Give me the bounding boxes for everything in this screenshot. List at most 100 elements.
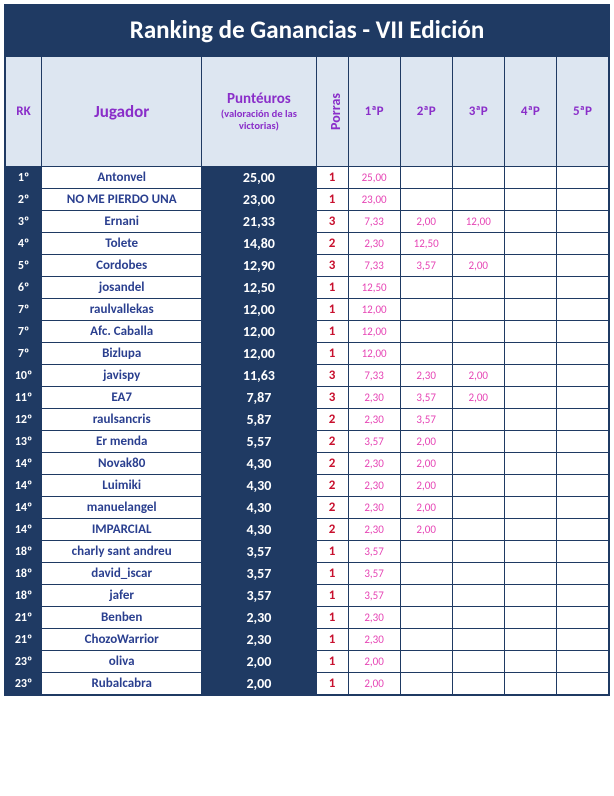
cell-porras: 1: [316, 585, 348, 607]
cell-player: javispy: [42, 365, 202, 387]
cell-points: 12,00: [202, 299, 316, 321]
cell-porras: 3: [316, 211, 348, 233]
ranking-table-wrapper: Ranking de Ganancias - VII Edición RK Ju…: [4, 4, 610, 696]
table-row: 7ºraulvallekas12,00112,00: [6, 299, 609, 321]
cell-p5: [556, 519, 608, 541]
header-p4: 4ªP: [504, 57, 556, 167]
cell-points: 5,87: [202, 409, 316, 431]
page-title: Ranking de Ganancias - VII Edición: [5, 5, 609, 56]
cell-p2: 2,00: [400, 211, 452, 233]
cell-p1: 3,57: [348, 431, 400, 453]
cell-porras: 1: [316, 607, 348, 629]
cell-p4: [504, 299, 556, 321]
cell-rk: 1º: [6, 167, 42, 189]
cell-p3: 12,00: [452, 211, 504, 233]
cell-p3: [452, 519, 504, 541]
cell-points: 25,00: [202, 167, 316, 189]
cell-rk: 23º: [6, 651, 42, 673]
cell-p4: [504, 387, 556, 409]
cell-player: Cordobes: [42, 255, 202, 277]
table-row: 14ºIMPARCIAL4,3022,302,00: [6, 519, 609, 541]
cell-player: Bizlupa: [42, 343, 202, 365]
cell-p2: 2,00: [400, 475, 452, 497]
cell-player: Novak80: [42, 453, 202, 475]
cell-p2: 3,57: [400, 409, 452, 431]
cell-p1: 7,33: [348, 365, 400, 387]
table-row: 23ºRubalcabra2,0012,00: [6, 673, 609, 695]
cell-p2: [400, 585, 452, 607]
cell-p3: [452, 409, 504, 431]
table-row: 13ºEr menda5,5723,572,00: [6, 431, 609, 453]
cell-points: 11,63: [202, 365, 316, 387]
cell-porras: 1: [316, 673, 348, 695]
cell-porras: 1: [316, 343, 348, 365]
cell-porras: 2: [316, 409, 348, 431]
cell-porras: 3: [316, 365, 348, 387]
table-row: 21ºBenben2,3012,30: [6, 607, 609, 629]
cell-player: Tolete: [42, 233, 202, 255]
cell-p4: [504, 497, 556, 519]
cell-p4: [504, 453, 556, 475]
cell-rk: 18º: [6, 541, 42, 563]
cell-p1: 7,33: [348, 211, 400, 233]
cell-p4: [504, 629, 556, 651]
cell-points: 3,57: [202, 585, 316, 607]
cell-p1: 2,30: [348, 519, 400, 541]
cell-rk: 7º: [6, 321, 42, 343]
cell-player: Afc. Caballa: [42, 321, 202, 343]
cell-p5: [556, 255, 608, 277]
cell-p2: 2,30: [400, 365, 452, 387]
cell-porras: 1: [316, 167, 348, 189]
cell-rk: 23º: [6, 673, 42, 695]
cell-p1: 7,33: [348, 255, 400, 277]
cell-points: 12,00: [202, 321, 316, 343]
cell-porras: 1: [316, 277, 348, 299]
cell-points: 4,30: [202, 497, 316, 519]
cell-player: manuelangel: [42, 497, 202, 519]
header-p1: 1ªP: [348, 57, 400, 167]
table-row: 14ºmanuelangel4,3022,302,00: [6, 497, 609, 519]
cell-p4: [504, 541, 556, 563]
header-p3: 3ªP: [452, 57, 504, 167]
cell-p2: [400, 277, 452, 299]
cell-p4: [504, 475, 556, 497]
cell-p1: 12,00: [348, 343, 400, 365]
cell-rk: 6º: [6, 277, 42, 299]
table-row: 10ºjavispy11,6337,332,302,00: [6, 365, 609, 387]
table-body: 1ºAntonvel25,00125,002ºNO ME PIERDO UNA2…: [6, 167, 609, 695]
cell-p4: [504, 233, 556, 255]
cell-p5: [556, 541, 608, 563]
cell-p2: 12,50: [400, 233, 452, 255]
cell-p2: [400, 541, 452, 563]
cell-p2: [400, 629, 452, 651]
cell-p3: [452, 673, 504, 695]
cell-player: raulsancris: [42, 409, 202, 431]
cell-p4: [504, 673, 556, 695]
cell-p5: [556, 343, 608, 365]
cell-rk: 2º: [6, 189, 42, 211]
cell-p4: [504, 211, 556, 233]
cell-porras: 3: [316, 255, 348, 277]
cell-p5: [556, 167, 608, 189]
cell-p3: 2,00: [452, 365, 504, 387]
cell-p4: [504, 277, 556, 299]
cell-rk: 7º: [6, 299, 42, 321]
table-row: 11ºEA77,8732,303,572,00: [6, 387, 609, 409]
header-p2: 2ªP: [400, 57, 452, 167]
cell-p4: [504, 651, 556, 673]
cell-p5: [556, 321, 608, 343]
cell-p3: [452, 607, 504, 629]
cell-player: EA7: [42, 387, 202, 409]
cell-p2: [400, 321, 452, 343]
cell-porras: 2: [316, 431, 348, 453]
cell-p3: 2,00: [452, 255, 504, 277]
cell-p4: [504, 255, 556, 277]
cell-p4: [504, 409, 556, 431]
cell-p1: 3,57: [348, 563, 400, 585]
cell-p3: [452, 343, 504, 365]
cell-p1: 25,00: [348, 167, 400, 189]
cell-player: Antonvel: [42, 167, 202, 189]
cell-p3: [452, 651, 504, 673]
cell-p5: [556, 365, 608, 387]
table-row: 21ºChozoWarrior2,3012,30: [6, 629, 609, 651]
